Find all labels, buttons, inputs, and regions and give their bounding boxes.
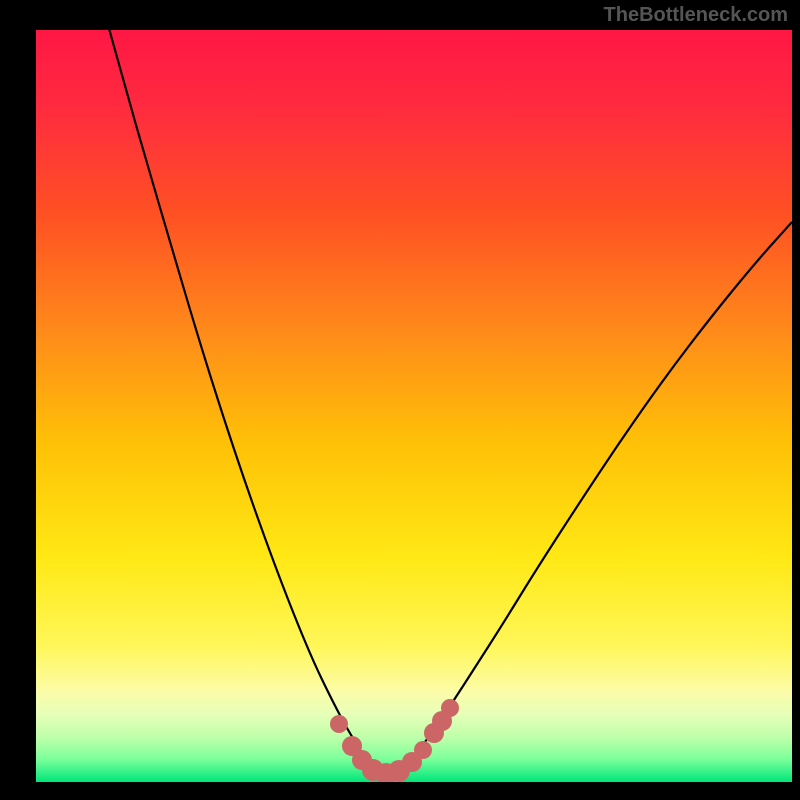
data-marker [414,741,432,759]
chart-container: TheBottleneck.com [0,0,800,800]
data-marker [441,699,459,717]
gradient-background [36,30,792,782]
data-marker [330,715,348,733]
plot-svg [36,30,792,782]
watermark-text: TheBottleneck.com [604,4,788,27]
